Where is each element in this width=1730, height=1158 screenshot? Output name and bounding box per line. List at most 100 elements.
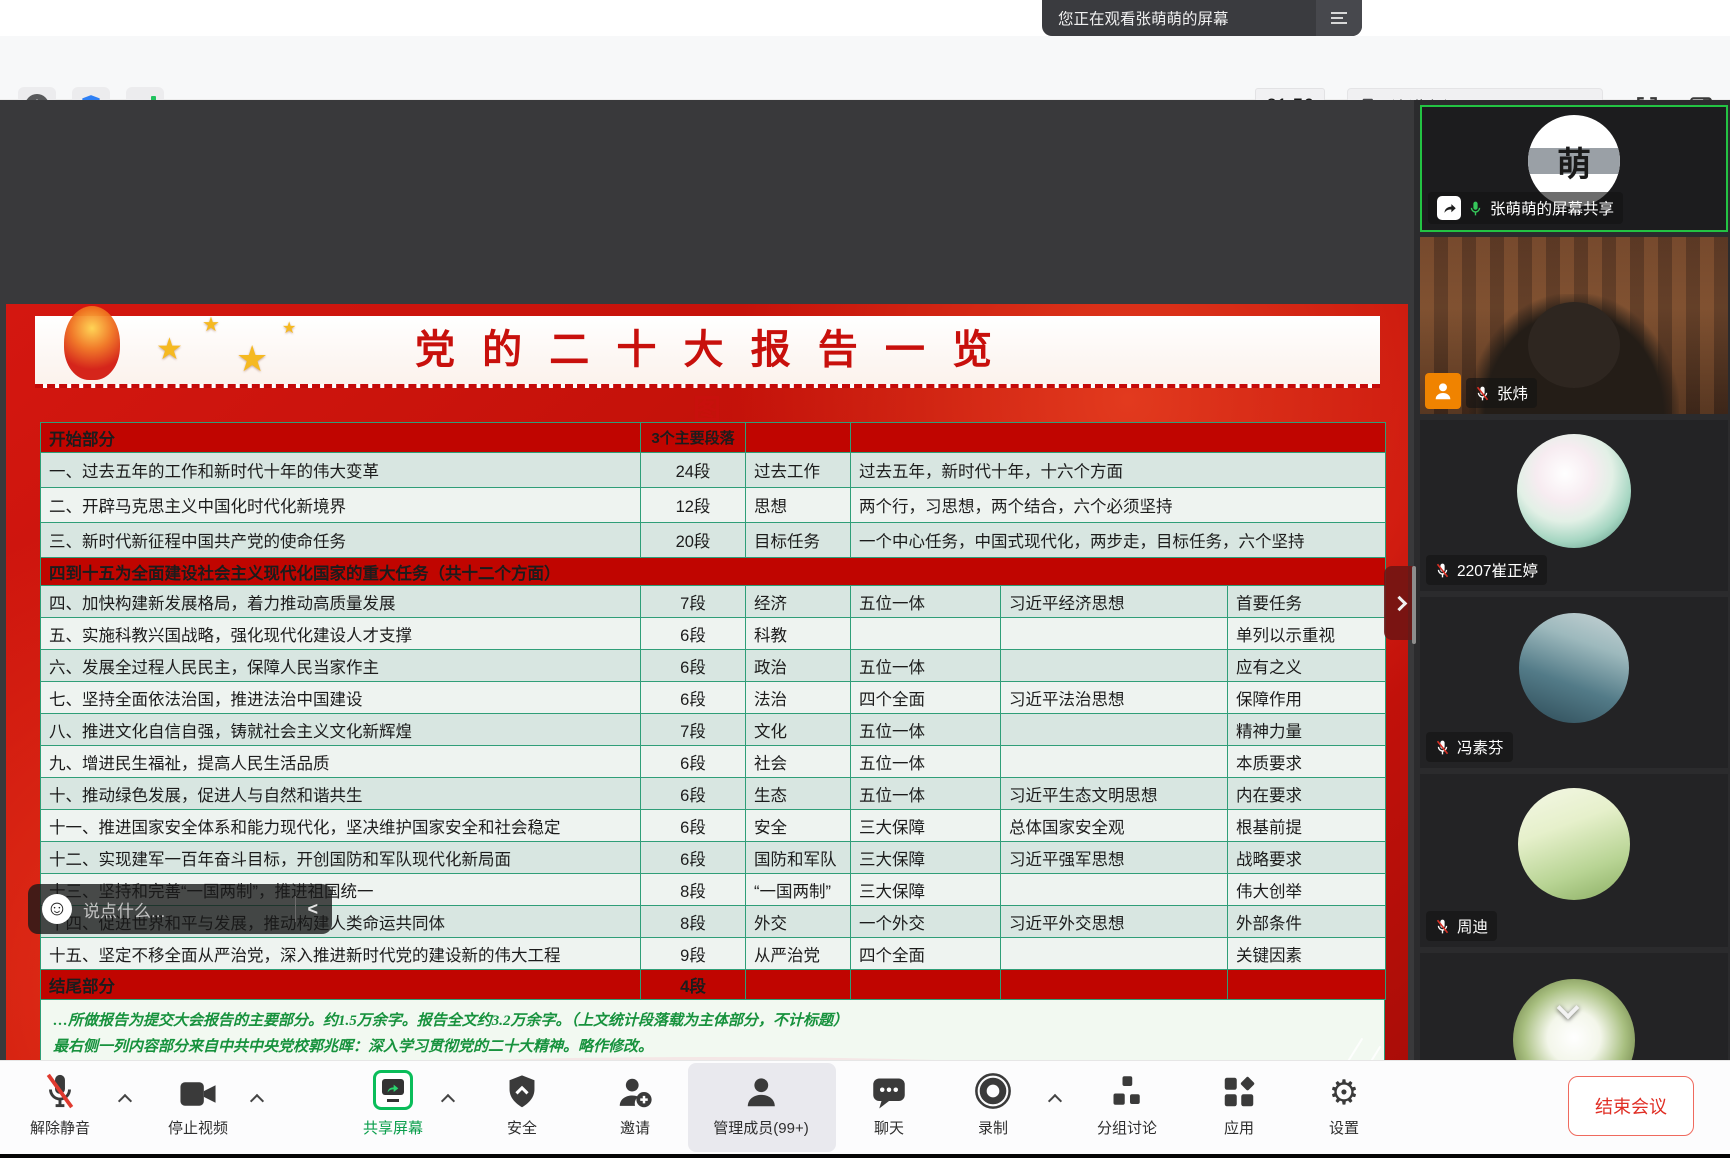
video-tile[interactable]: 周迪 bbox=[1420, 774, 1728, 947]
invite-button[interactable]: 邀请 bbox=[617, 1068, 653, 1138]
cell-task: 十二、实现建军一百年奋斗目标，开创国防和军队现代化新局面 bbox=[40, 841, 641, 874]
cell-role: 应有之义 bbox=[1226, 649, 1387, 682]
end-section-paragraphs: 4段 bbox=[640, 969, 746, 1000]
shield-icon bbox=[509, 1075, 535, 1108]
cell-framework: 四个全面 bbox=[850, 681, 1001, 714]
cell-thought bbox=[1000, 649, 1228, 682]
cell-role: 精神力量 bbox=[1226, 713, 1387, 746]
mic-muted-icon bbox=[1476, 386, 1489, 400]
participant-name-bar: 冯素芬 bbox=[1426, 732, 1513, 762]
cell-category: 政治 bbox=[745, 649, 851, 682]
cell-task: 一、过去五年的工作和新时代十年的伟大变革 bbox=[40, 452, 641, 488]
participant-name: 周迪 bbox=[1457, 919, 1489, 936]
avatar bbox=[1517, 434, 1631, 548]
fullscreen-button[interactable] bbox=[1630, 90, 1664, 124]
slide-title-banner: 党 的 二 十 大 报 告 一 览 bbox=[35, 316, 1380, 388]
table-section-row: 四到十五为全面建设社会主义现代化国家的重大任务（共十二个方面） bbox=[39, 557, 1387, 586]
end-meeting-button[interactable]: 结束会议 bbox=[1568, 1076, 1694, 1136]
cell-paragraphs: 7段 bbox=[640, 585, 746, 618]
cell-category: 法治 bbox=[745, 681, 851, 714]
mic-muted-icon bbox=[46, 1073, 74, 1109]
cell-category: 从严治党 bbox=[745, 937, 851, 970]
manage-members-button[interactable]: 管理成员(99+) bbox=[713, 1068, 809, 1138]
video-tile-screen-share[interactable]: 萌 张萌萌的屏幕共享 bbox=[1420, 105, 1728, 232]
sidebar-scrollbar[interactable] bbox=[1412, 566, 1416, 644]
cell-paragraphs: 6段 bbox=[640, 745, 746, 778]
record-icon bbox=[975, 1073, 1011, 1109]
gear-icon: ⚙ bbox=[1328, 1073, 1360, 1113]
settings-button[interactable]: ⚙ 设置 bbox=[1328, 1073, 1360, 1137]
table-row: 二、开辟马克思主义中国化时代化新境界 12段 思想 两个行，习思想，两个结合，六… bbox=[40, 487, 1387, 523]
cell-thought bbox=[1000, 713, 1228, 746]
record-button[interactable]: 录制 bbox=[974, 1068, 1012, 1138]
report-table: 开始部分 3个主要段落 一、过去五年的工作和新时代十年的伟大变革 24段 过去工… bbox=[39, 422, 1387, 1098]
share-screen-button[interactable]: 共享屏幕 bbox=[363, 1068, 423, 1138]
watching-menu-button[interactable] bbox=[1316, 0, 1362, 36]
table-row: 十三、坚持和完善“一国两制”，推进祖国统一 8段 “一国两制” 三大保障 伟大创… bbox=[40, 873, 1387, 906]
mic-on-icon bbox=[1470, 201, 1481, 215]
participant-video bbox=[1469, 294, 1679, 414]
participant-name-bar: 张炜 bbox=[1466, 378, 1538, 408]
cell-thought: 习近平外交思想 bbox=[1000, 905, 1228, 938]
video-tile[interactable]: 2207崔正婷 bbox=[1420, 420, 1728, 591]
cell-framework: 三大保障 bbox=[850, 873, 1001, 906]
fullscreen-icon bbox=[1637, 97, 1657, 117]
collapse-chat-button[interactable]: < bbox=[307, 898, 318, 919]
video-tile[interactable]: 冯素芬 bbox=[1420, 597, 1728, 768]
cell-role: 外部条件 bbox=[1226, 905, 1387, 938]
stop-video-button[interactable]: 停止视频 bbox=[168, 1068, 228, 1138]
cell-framework: 五位一体 bbox=[850, 713, 1001, 746]
cell-framework: 一个外交 bbox=[850, 905, 1001, 938]
cell-task: 八、推进文化自信自强，铸就社会主义文化新辉煌 bbox=[40, 713, 641, 746]
cell-task: 五、实施科教兴国战略，强化现代化建设人才支撑 bbox=[40, 617, 641, 650]
cell-task: 十五、坚定不移全面从严治党，深入推进新时代党的建设新的伟大工程 bbox=[40, 937, 641, 970]
cell-role: 单列以示重视 bbox=[1226, 617, 1387, 650]
header-paragraph-col: 3个主要段落 bbox=[640, 422, 746, 453]
star-icon: ★ bbox=[156, 333, 183, 366]
torch-decoration bbox=[64, 306, 120, 380]
emoji-icon[interactable]: ☺ bbox=[42, 894, 72, 924]
section-header-cell: 四到十五为全面建设社会主义现代化国家的重大任务（共十二个方面） bbox=[39, 557, 1387, 586]
cell-role: 首要任务 bbox=[1226, 585, 1387, 618]
footnote-line: …所做报告为提交大会报告的主要部分。约1.5万余字。报告全文约3.2万余字。（上… bbox=[53, 1013, 849, 1029]
breakout-squares-icon bbox=[1113, 1076, 1140, 1105]
table-end-row: 结尾部分 4段 bbox=[40, 969, 1387, 1000]
avatar bbox=[1519, 613, 1629, 723]
cell-thought: 总体国家安全观 bbox=[1000, 809, 1228, 842]
participants-sidebar: 萌 张萌萌的屏幕共享 张炜 2207崔正婷 冯素芬 bbox=[1414, 100, 1730, 1060]
chat-input-placeholder[interactable]: 说点什么... bbox=[83, 901, 166, 921]
sidebar-collapse-button[interactable] bbox=[1384, 566, 1414, 640]
security-button[interactable]: 安全 bbox=[505, 1068, 539, 1138]
cell-paragraphs: 6段 bbox=[640, 777, 746, 810]
chat-button[interactable]: 聊天 bbox=[871, 1068, 907, 1138]
unmute-button[interactable]: 解除静音 bbox=[30, 1068, 90, 1138]
cell-category: 经济 bbox=[745, 585, 851, 618]
apps-button[interactable]: 应用 bbox=[1221, 1068, 1257, 1138]
table-row: 五、实施科教兴国战略，强化现代化建设人才支撑 6段 科教 单列以示重视 bbox=[40, 617, 1387, 650]
cell-task: 十一、推进国家安全体系和能力现代化，坚决维护国家安全和社会稳定 bbox=[40, 809, 641, 842]
cell-paragraphs: 12段 bbox=[640, 487, 746, 523]
header-empty-cell bbox=[849, 422, 1387, 453]
cell-category: 目标任务 bbox=[745, 522, 851, 558]
shared-slide: 党 的 二 十 大 报 告 一 览 ★ ★ ★ ★ 图 开始部分 3个主要段落 bbox=[6, 304, 1408, 1101]
video-tile-partial[interactable] bbox=[1420, 953, 1728, 1060]
cell-framework: 三大保障 bbox=[850, 809, 1001, 842]
divider bbox=[295, 896, 297, 922]
cell-role: 保障作用 bbox=[1226, 681, 1387, 714]
cell-category: 社会 bbox=[745, 745, 851, 778]
participant-name: 张炜 bbox=[1497, 386, 1529, 403]
video-tile[interactable]: 张炜 bbox=[1420, 237, 1728, 414]
cell-task: 六、发展全过程人民民主，保障人民当家作主 bbox=[40, 649, 641, 682]
slide-title: 党 的 二 十 大 报 告 一 览 bbox=[415, 328, 1000, 372]
watching-banner: 您正在观看张萌萌的屏幕 bbox=[1042, 0, 1362, 36]
cell-task: 二、开辟马克思主义中国化时代化新境界 bbox=[40, 487, 641, 523]
cell-role: 战略要求 bbox=[1226, 841, 1387, 874]
participant-name-bar: 张萌萌的屏幕共享 bbox=[1428, 192, 1624, 224]
chat-quick-input[interactable]: ☺ 说点什么... < bbox=[28, 884, 332, 934]
scroll-more-participants-button[interactable] bbox=[1556, 996, 1580, 1020]
cell-paragraphs: 6段 bbox=[640, 617, 746, 650]
chat-bubble-icon bbox=[873, 1078, 905, 1109]
avatar: 萌 bbox=[1528, 115, 1620, 207]
header-empty-cell bbox=[745, 422, 851, 453]
breakout-rooms-button[interactable]: 分组讨论 bbox=[1097, 1068, 1157, 1138]
